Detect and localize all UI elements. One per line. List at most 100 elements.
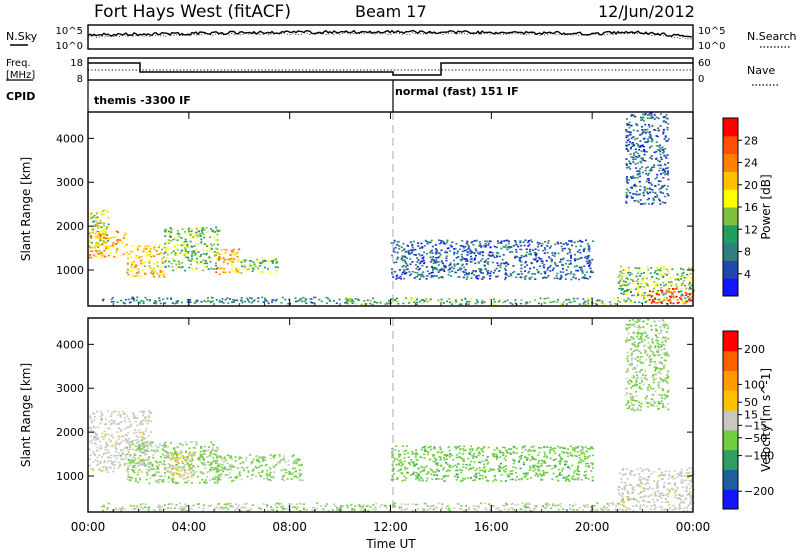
range-gate-cell xyxy=(629,302,632,304)
range-gate-cell xyxy=(630,273,633,275)
range-gate-cell xyxy=(638,270,641,272)
range-gate-cell xyxy=(456,252,459,255)
range-gate-cell xyxy=(252,458,255,461)
range-gate-cell xyxy=(619,301,622,303)
range-gate-cell xyxy=(419,254,422,257)
range-gate-cell xyxy=(620,274,623,277)
range-gate-cell xyxy=(619,285,622,287)
range-gate-cell xyxy=(217,470,220,473)
range-gate-cell xyxy=(207,449,210,451)
range-gate-cell xyxy=(466,254,469,256)
range-gate-cell xyxy=(99,440,102,443)
range-gate-cell xyxy=(231,505,234,508)
range-gate-cell xyxy=(458,445,461,447)
range-gate-cell xyxy=(436,464,439,466)
range-gate-cell xyxy=(648,169,651,172)
range-gate-cell xyxy=(152,475,155,477)
range-gate-cell xyxy=(493,301,496,303)
range-gate-cell xyxy=(190,482,193,484)
range-gate-cell xyxy=(629,133,632,136)
range-gate-cell xyxy=(681,275,684,277)
range-gate-cell xyxy=(529,239,532,241)
range-gate-cell xyxy=(547,242,550,244)
range-gate-cell xyxy=(114,445,117,448)
range-gate-cell xyxy=(123,302,126,305)
range-gate-cell xyxy=(233,270,236,273)
range-gate-cell xyxy=(219,267,222,270)
range-gate-cell xyxy=(190,456,193,458)
range-gate-cell xyxy=(220,466,223,469)
range-gate-cell xyxy=(407,452,410,454)
range-gate-cell xyxy=(543,241,546,243)
range-gate-cell xyxy=(640,157,643,159)
range-gate-cell xyxy=(656,498,659,501)
range-gate-cell xyxy=(171,458,173,460)
range-gate-cell xyxy=(538,472,541,475)
range-gate-cell xyxy=(662,168,665,170)
range-gate-cell xyxy=(152,456,155,459)
range-gate-cell xyxy=(580,453,583,455)
range-gate-cell xyxy=(679,297,682,299)
range-gate-cell xyxy=(197,458,199,460)
range-gate-cell xyxy=(659,180,662,183)
range-gate-cell xyxy=(396,277,399,279)
range-gate-cell xyxy=(670,285,673,287)
range-gate-cell xyxy=(477,277,480,280)
range-gate-cell xyxy=(496,256,499,258)
range-gate-cell xyxy=(189,301,192,303)
range-gate-cell xyxy=(159,509,162,511)
range-gate-cell xyxy=(103,234,106,237)
range-gate-cell xyxy=(191,441,194,443)
range-gate-cell xyxy=(644,169,647,172)
range-gate-cell xyxy=(601,300,604,303)
range-gate-cell xyxy=(206,231,209,234)
range-gate-cell xyxy=(393,504,395,507)
range-gate-cell xyxy=(562,477,565,479)
range-gate-cell xyxy=(95,439,98,441)
nsky-label: N.Sky xyxy=(6,30,38,43)
range-gate-cell xyxy=(213,508,216,511)
range-gate-cell xyxy=(643,495,645,498)
range-gate-cell xyxy=(185,246,188,249)
range-gate-cell xyxy=(336,507,338,509)
range-gate-cell xyxy=(493,474,496,477)
range-gate-cell xyxy=(592,240,595,242)
range-gate-cell xyxy=(142,433,145,436)
range-gate-cell xyxy=(495,447,498,449)
range-gate-cell xyxy=(617,282,620,284)
range-gate-cell xyxy=(464,274,467,276)
range-gate-cell xyxy=(519,240,522,242)
range-gate-cell xyxy=(228,464,231,467)
range-gate-cell xyxy=(448,250,451,252)
range-gate-cell xyxy=(94,232,97,235)
range-gate-cell xyxy=(396,458,399,461)
range-gate-cell xyxy=(578,473,580,476)
range-gate-cell xyxy=(688,487,691,490)
range-gate-cell xyxy=(269,479,272,482)
range-gate-cell xyxy=(185,240,188,243)
range-gate-cell xyxy=(631,487,634,489)
range-gate-cell xyxy=(573,297,576,299)
range-gate-cell xyxy=(474,262,477,265)
range-gate-cell xyxy=(222,257,225,259)
range-gate-cell xyxy=(222,302,225,304)
range-gate-cell xyxy=(429,251,432,254)
range-gate-cell xyxy=(528,278,531,280)
range-gate-cell xyxy=(394,502,396,504)
range-gate-cell xyxy=(591,302,594,304)
range-gate-cell xyxy=(450,245,453,248)
range-gate-cell xyxy=(275,262,278,264)
range-gate-cell xyxy=(627,149,630,152)
range-gate-cell xyxy=(650,112,653,114)
range-gate-cell xyxy=(90,468,93,470)
range-gate-cell xyxy=(230,257,233,260)
range-gate-cell xyxy=(106,237,109,239)
range-gate-cell xyxy=(118,461,121,464)
range-gate-cell xyxy=(179,457,182,459)
range-gate-cell xyxy=(367,510,370,512)
range-gate-cell xyxy=(339,507,342,509)
range-gate-cell xyxy=(476,509,479,512)
range-gate-cell xyxy=(453,265,456,267)
range-gate-cell xyxy=(202,252,205,255)
range-gate-cell xyxy=(584,504,587,507)
